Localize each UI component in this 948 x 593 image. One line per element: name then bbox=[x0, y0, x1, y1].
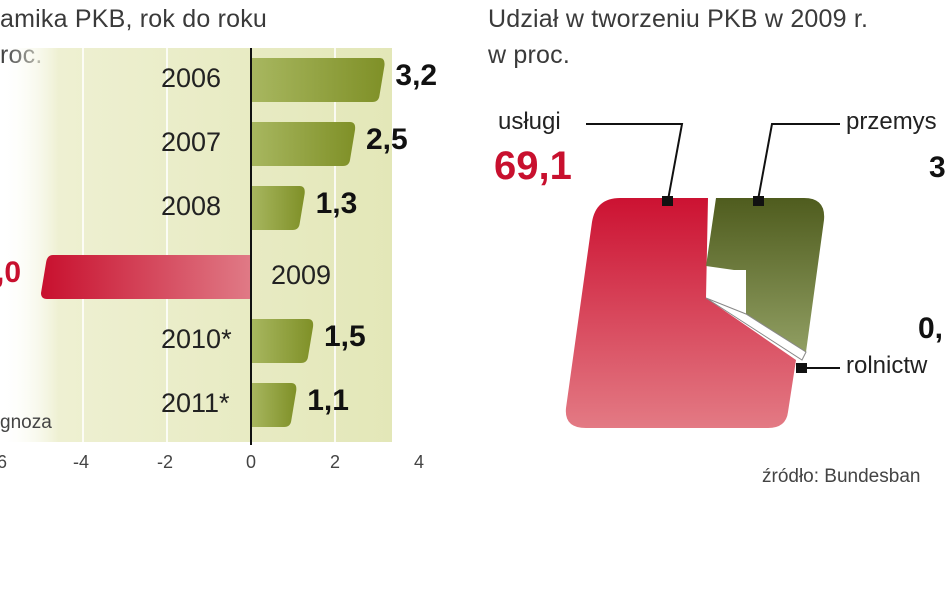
marker-uslugi bbox=[662, 196, 673, 206]
x-tick-label: 2 bbox=[330, 452, 341, 472]
pie-chart-subtitle: w proc. bbox=[488, 41, 570, 69]
source-note: źródło: Bundesban bbox=[762, 466, 921, 487]
year-label: 2007 bbox=[161, 127, 222, 157]
pie-value-uslugi: 69,1 bbox=[494, 144, 572, 188]
x-tick-label: -4 bbox=[73, 452, 90, 472]
x-tick-label: 4 bbox=[414, 452, 425, 472]
pie-slice-uslugi bbox=[565, 198, 796, 428]
bar-chart-title: amika PKB, rok do roku bbox=[0, 5, 268, 33]
year-label: 2009 bbox=[271, 260, 332, 290]
plot-background bbox=[0, 48, 392, 442]
bar-value-label: 1,1 bbox=[307, 384, 349, 417]
x-tick-label: 6 bbox=[0, 452, 8, 472]
pie-chart-title: Udział w tworzeniu PKB w 2009 r. bbox=[488, 5, 869, 33]
pie-slice-rolnictwo bbox=[705, 297, 807, 361]
bar-value-label: 1,3 bbox=[315, 187, 358, 220]
pie-label-rolnictwo: rolnictw bbox=[846, 352, 928, 379]
year-label: 2010* bbox=[161, 324, 232, 354]
bar-value-label: 3,2 bbox=[395, 59, 438, 92]
pie-label-uslugi: usługi bbox=[498, 108, 561, 135]
year-label: 2008 bbox=[161, 191, 222, 221]
leader-przemysl bbox=[757, 123, 840, 201]
x-tick-label: -2 bbox=[157, 452, 174, 472]
year-label: 2011* bbox=[161, 388, 230, 418]
x-tick-label: 0 bbox=[246, 452, 257, 472]
bar-2006 bbox=[251, 58, 385, 102]
year-label: 2006 bbox=[161, 63, 222, 93]
bar-value-label: ,0 bbox=[0, 256, 22, 289]
pie-value-rolnictwo: 0, bbox=[918, 312, 944, 345]
leader-uslugi bbox=[586, 123, 684, 201]
bar-2009 bbox=[41, 255, 251, 299]
bar-value-label: 2,5 bbox=[366, 123, 408, 156]
bar-2010-forecast bbox=[251, 319, 314, 363]
pie-value-przemysl: 3 bbox=[929, 151, 946, 184]
bar-2007 bbox=[251, 122, 356, 166]
bar-2011-forecast bbox=[251, 383, 297, 427]
bar-2008 bbox=[251, 186, 305, 230]
bar-value-label: 1,5 bbox=[324, 320, 366, 353]
marker-rolnictwo bbox=[796, 363, 807, 373]
pie-label-przemysl: przemys bbox=[846, 108, 937, 135]
pie-chart-svg bbox=[565, 123, 840, 428]
bar-chart-svg bbox=[0, 48, 420, 445]
forecast-note: gnoza bbox=[0, 412, 52, 433]
marker-przemysl bbox=[753, 196, 764, 206]
pie-slice-przemysl bbox=[706, 198, 825, 352]
